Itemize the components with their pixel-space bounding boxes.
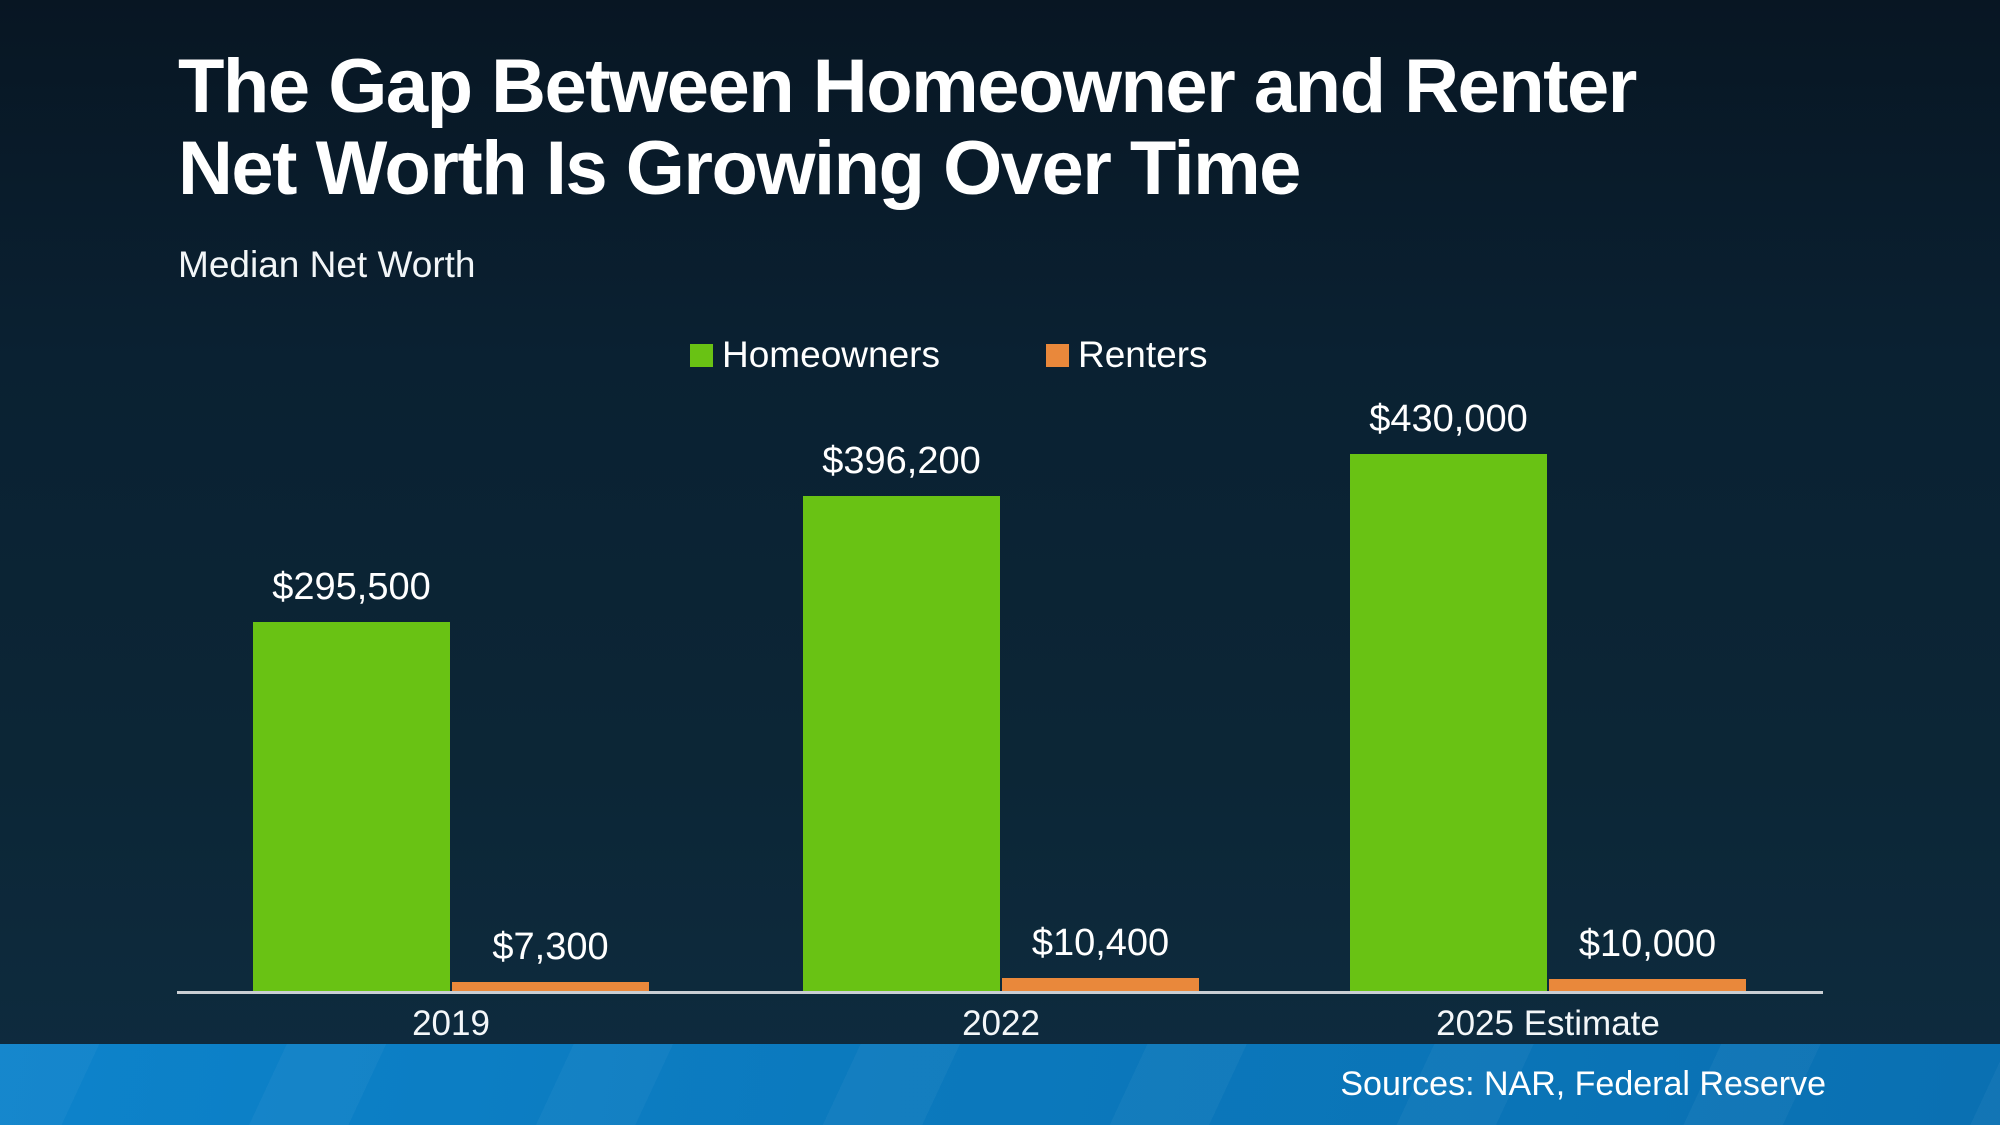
footer-bar: Sources: NAR, Federal Reserve xyxy=(0,1044,2000,1125)
legend-item-renters: Renters xyxy=(1045,334,1208,376)
value-label-homeowners-1: $396,200 xyxy=(822,439,981,482)
bar-cell: $10,400 xyxy=(1001,922,1200,991)
axis-label-0: 2019 xyxy=(412,1004,490,1043)
bar-renters-2 xyxy=(1549,978,1746,991)
value-label-homeowners-0: $295,500 xyxy=(272,565,431,608)
homeowners-swatch-icon xyxy=(690,343,713,367)
bar-homeowners-2 xyxy=(1350,453,1547,991)
bar-group-2019: $295,500 $7,300 xyxy=(252,363,650,991)
page-title: The Gap Between Homeowner and Renter Net… xyxy=(178,44,1637,211)
title-line-1: The Gap Between Homeowner and Renter xyxy=(178,44,1637,129)
legend-label-homeowners: Homeowners xyxy=(722,334,940,375)
title-line-2: Net Worth Is Growing Over Time xyxy=(178,126,1301,211)
bar-renters-1 xyxy=(1002,978,1199,991)
bar-group-2022: $396,200 $10,400 xyxy=(802,363,1200,991)
bar-homeowners-0 xyxy=(253,621,450,991)
value-label-renters-1: $10,400 xyxy=(1031,922,1170,964)
bar-cell: $295,500 xyxy=(252,566,451,991)
bar-cell: $7,300 xyxy=(451,926,650,991)
legend-item-homeowners: Homeowners xyxy=(690,334,940,376)
renters-swatch-icon xyxy=(1045,343,1069,367)
value-label-homeowners-2: $430,000 xyxy=(1369,397,1528,440)
value-label-renters-0: $7,300 xyxy=(492,925,609,968)
plot-area: $295,500 $7,300 $396,200 $10,400 $430,000 $10… xyxy=(177,363,1823,994)
bar-renters-0 xyxy=(452,981,649,991)
bar-group-2025-estimate: $430,000 $10,000 xyxy=(1349,363,1747,991)
value-label-renters-2: $10,000 xyxy=(1578,922,1717,965)
sources-note: Sources: NAR, Federal Reserve xyxy=(1340,1065,1826,1103)
bar-cell: $396,200 xyxy=(802,440,1001,991)
axis-labels: 2019 2022 2025 Estimate xyxy=(177,1004,1823,1049)
bar-cell: $430,000 xyxy=(1349,397,1548,991)
chart-subtitle: Median Net Worth xyxy=(178,244,476,285)
legend: Homeowners Renters xyxy=(690,334,1208,376)
axis-label-2: 2025 Estimate xyxy=(1436,1004,1660,1043)
legend-label-renters: Renters xyxy=(1077,334,1208,375)
axis-label-1: 2022 xyxy=(962,1004,1040,1043)
bar-homeowners-1 xyxy=(803,495,1000,991)
bar-cell: $10,000 xyxy=(1548,922,1747,991)
